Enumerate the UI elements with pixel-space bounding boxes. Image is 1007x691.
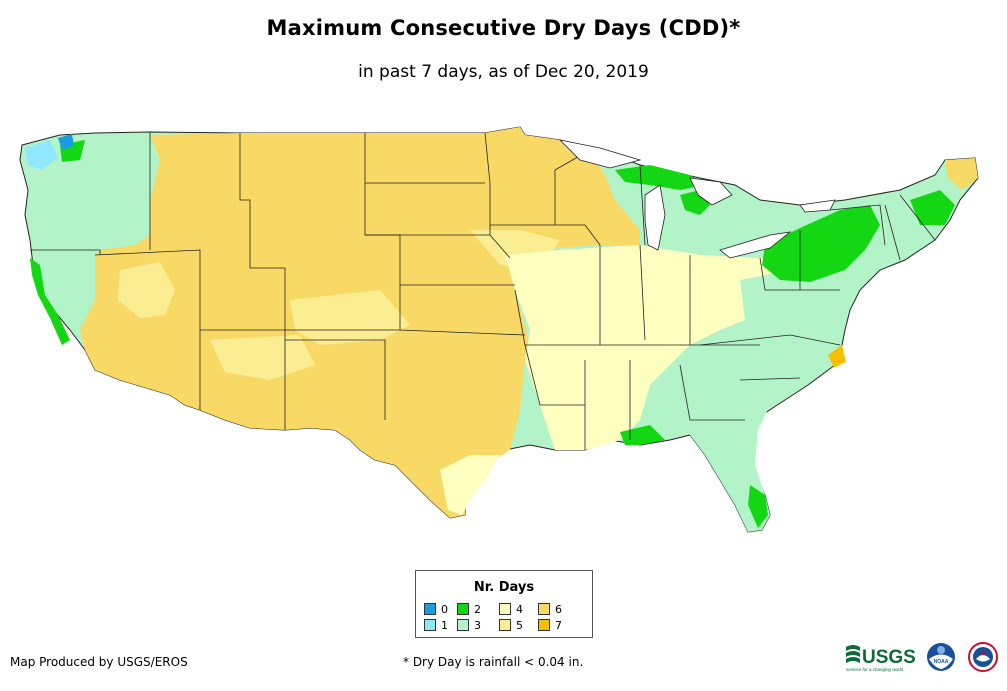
legend-label: 6 [555, 603, 562, 616]
usgs-wordmark: USGS [862, 647, 916, 668]
region-6-days-maine [945, 158, 978, 190]
legend-swatch [538, 603, 550, 615]
region-3-days-north-plains [95, 135, 160, 200]
legend-swatch [457, 603, 469, 615]
legend-item-5-days: 5 [499, 619, 523, 632]
region-2-days-new-england [910, 190, 955, 225]
region-1-day-puget-sound [25, 140, 58, 170]
legend-swatch [424, 619, 436, 631]
legend-swatch [499, 603, 511, 615]
legend-title: Nr. Days [473, 580, 535, 595]
legend-swatch [424, 603, 436, 615]
legend-item-2-days: 2 [457, 603, 481, 616]
region-2-days-california-coast [30, 258, 70, 345]
usgs-wave-icon [846, 645, 860, 663]
legend-label: 4 [516, 603, 523, 616]
legend-swatch [499, 619, 511, 631]
region-2-days-upper-michigan [615, 165, 705, 190]
region-4-days-south-texas [440, 455, 500, 515]
region-7-days-north-carolina [828, 345, 846, 368]
legend-swatch [538, 619, 550, 631]
region-5-days-nevada [118, 262, 175, 318]
legend-item-3-days: 3 [457, 619, 481, 632]
noaa-logo-icon: NOAA [927, 643, 955, 671]
region-2-days-pennsylvania [762, 205, 880, 282]
legend-label: 1 [441, 619, 448, 632]
credit-text: Map Produced by USGS/EROS [10, 655, 188, 669]
legend-item-0-days: 0 [424, 603, 448, 616]
legend-label: 0 [441, 603, 448, 616]
state-boundaries [30, 132, 936, 450]
region-2-days-gulf-coast [620, 425, 665, 445]
legend-label: 2 [474, 603, 481, 616]
map-title: Maximum Consecutive Dry Days (CDD)* [266, 16, 741, 40]
region-3-days-appalachia [740, 270, 835, 335]
legend-item-6-days: 6 [538, 603, 562, 616]
legend-item-7-days: 7 [538, 619, 562, 632]
legend: Nr. Days 0 1 2 3 4 5 6 7 [415, 570, 593, 638]
legend-label: 3 [474, 619, 481, 632]
legend-label: 5 [516, 619, 523, 632]
legend-swatch [457, 619, 469, 631]
region-5-days-southwest [210, 335, 315, 380]
legend-item-4-days: 4 [499, 603, 523, 616]
region-5-days-colorado [290, 290, 410, 345]
region-0-days-olympic [58, 134, 74, 150]
region-3-days-southeast [675, 345, 815, 532]
region-4-days-mississippi-valley [505, 245, 790, 450]
dry-day-note: * Dry Day is rainfall < 0.04 in. [403, 655, 584, 669]
cdd-map [19, 126, 979, 533]
nws-logo-icon [968, 642, 998, 672]
legend-label: 7 [555, 619, 562, 632]
legend-item-1-days: 1 [424, 619, 448, 632]
usgs-logo: USGS science for a changing world NOAA [846, 642, 998, 672]
agency-logos: USGS science for a changing world NOAA [843, 638, 1007, 678]
usgs-tagline: science for a changing world [846, 667, 904, 672]
region-2-days-florida [748, 485, 768, 528]
noaa-wordmark: NOAA [934, 659, 949, 665]
great-lakes [558, 139, 836, 259]
map-subtitle: in past 7 days, as of Dec 20, 2019 [358, 62, 649, 82]
